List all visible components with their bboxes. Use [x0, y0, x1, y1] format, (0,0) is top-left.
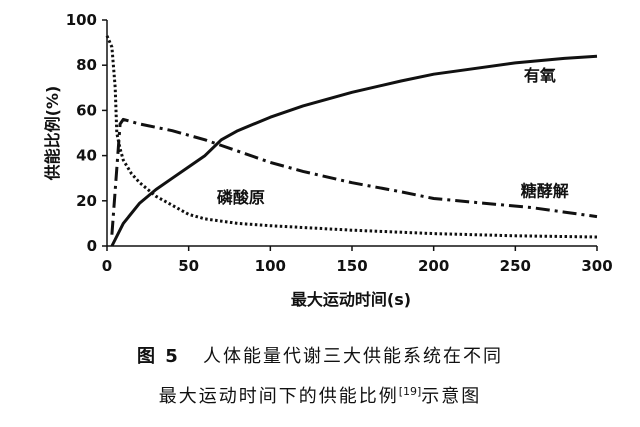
x-axis-label: 最大运动时间(s)	[291, 290, 411, 309]
y-tick-label: 80	[76, 56, 97, 74]
figure-caption-line-2: 最大运动时间下的供能比例[19]示意图	[0, 382, 640, 408]
figure-number: 图 5	[137, 346, 180, 367]
series-line-dotted	[105, 35, 598, 239]
series-label-dotted: 磷酸原	[217, 188, 265, 207]
reference-marker: [19]	[398, 385, 422, 398]
series-line-dashdot	[110, 117, 598, 235]
x-tick-label: 150	[336, 257, 367, 275]
series-layer	[105, 35, 598, 247]
x-tick-label: 250	[500, 257, 531, 275]
figure-title-line2: 最大运动时间下的供能比例	[158, 386, 399, 407]
x-axis-ticks: 0 50 100 150 200 250 300	[102, 246, 613, 275]
y-axis-label: 供能比例(%)	[43, 86, 62, 182]
series-label-solid: 有氧	[524, 66, 556, 85]
y-axis-ticks: 0 20 40 60 80 100	[66, 11, 107, 255]
series-label-dashdot: 糖酵解	[521, 181, 569, 200]
figure-caption-line-1: 图 5 人体能量代谢三大供能系统在不同	[0, 342, 640, 368]
x-tick-label: 0	[102, 257, 112, 275]
x-tick-label: 50	[178, 257, 199, 275]
x-tick-label: 100	[255, 257, 286, 275]
series-line-solid	[110, 54, 598, 247]
x-tick-label: 200	[418, 257, 449, 275]
figure-title: 人体能量代谢三大供能系统在不同	[202, 346, 503, 367]
x-tick-label: 300	[581, 257, 612, 275]
figure-title-tail: 示意图	[421, 386, 482, 407]
y-tick-label: 20	[76, 192, 97, 210]
y-tick-label: 40	[76, 147, 97, 165]
y-tick-label: 60	[76, 101, 97, 119]
y-tick-label: 100	[66, 11, 97, 29]
y-tick-label: 0	[87, 237, 97, 255]
